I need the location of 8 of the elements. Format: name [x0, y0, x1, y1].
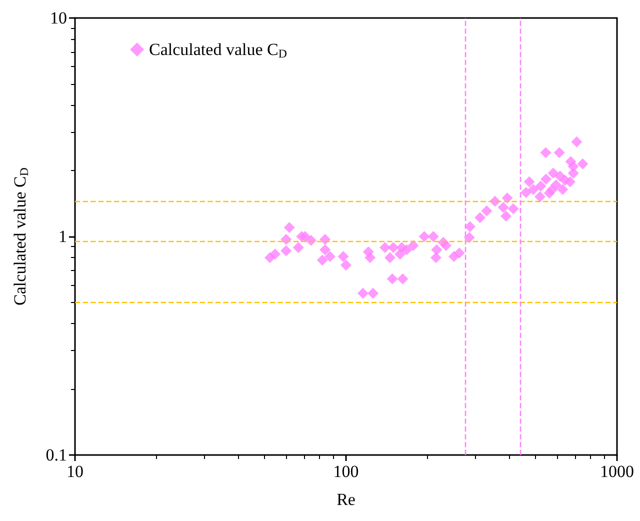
x-tick-label: 10 [66, 462, 84, 481]
y-axis-title: Calculated value CD [10, 167, 31, 306]
x-tick-label: 1000 [600, 462, 634, 481]
x-tick-label: 100 [333, 462, 359, 481]
x-axis-title: Re [336, 490, 356, 509]
y-tick-label: 1 [58, 227, 67, 246]
y-tick-label: 10 [50, 8, 67, 28]
y-tick-label: 0.1 [46, 446, 67, 464]
